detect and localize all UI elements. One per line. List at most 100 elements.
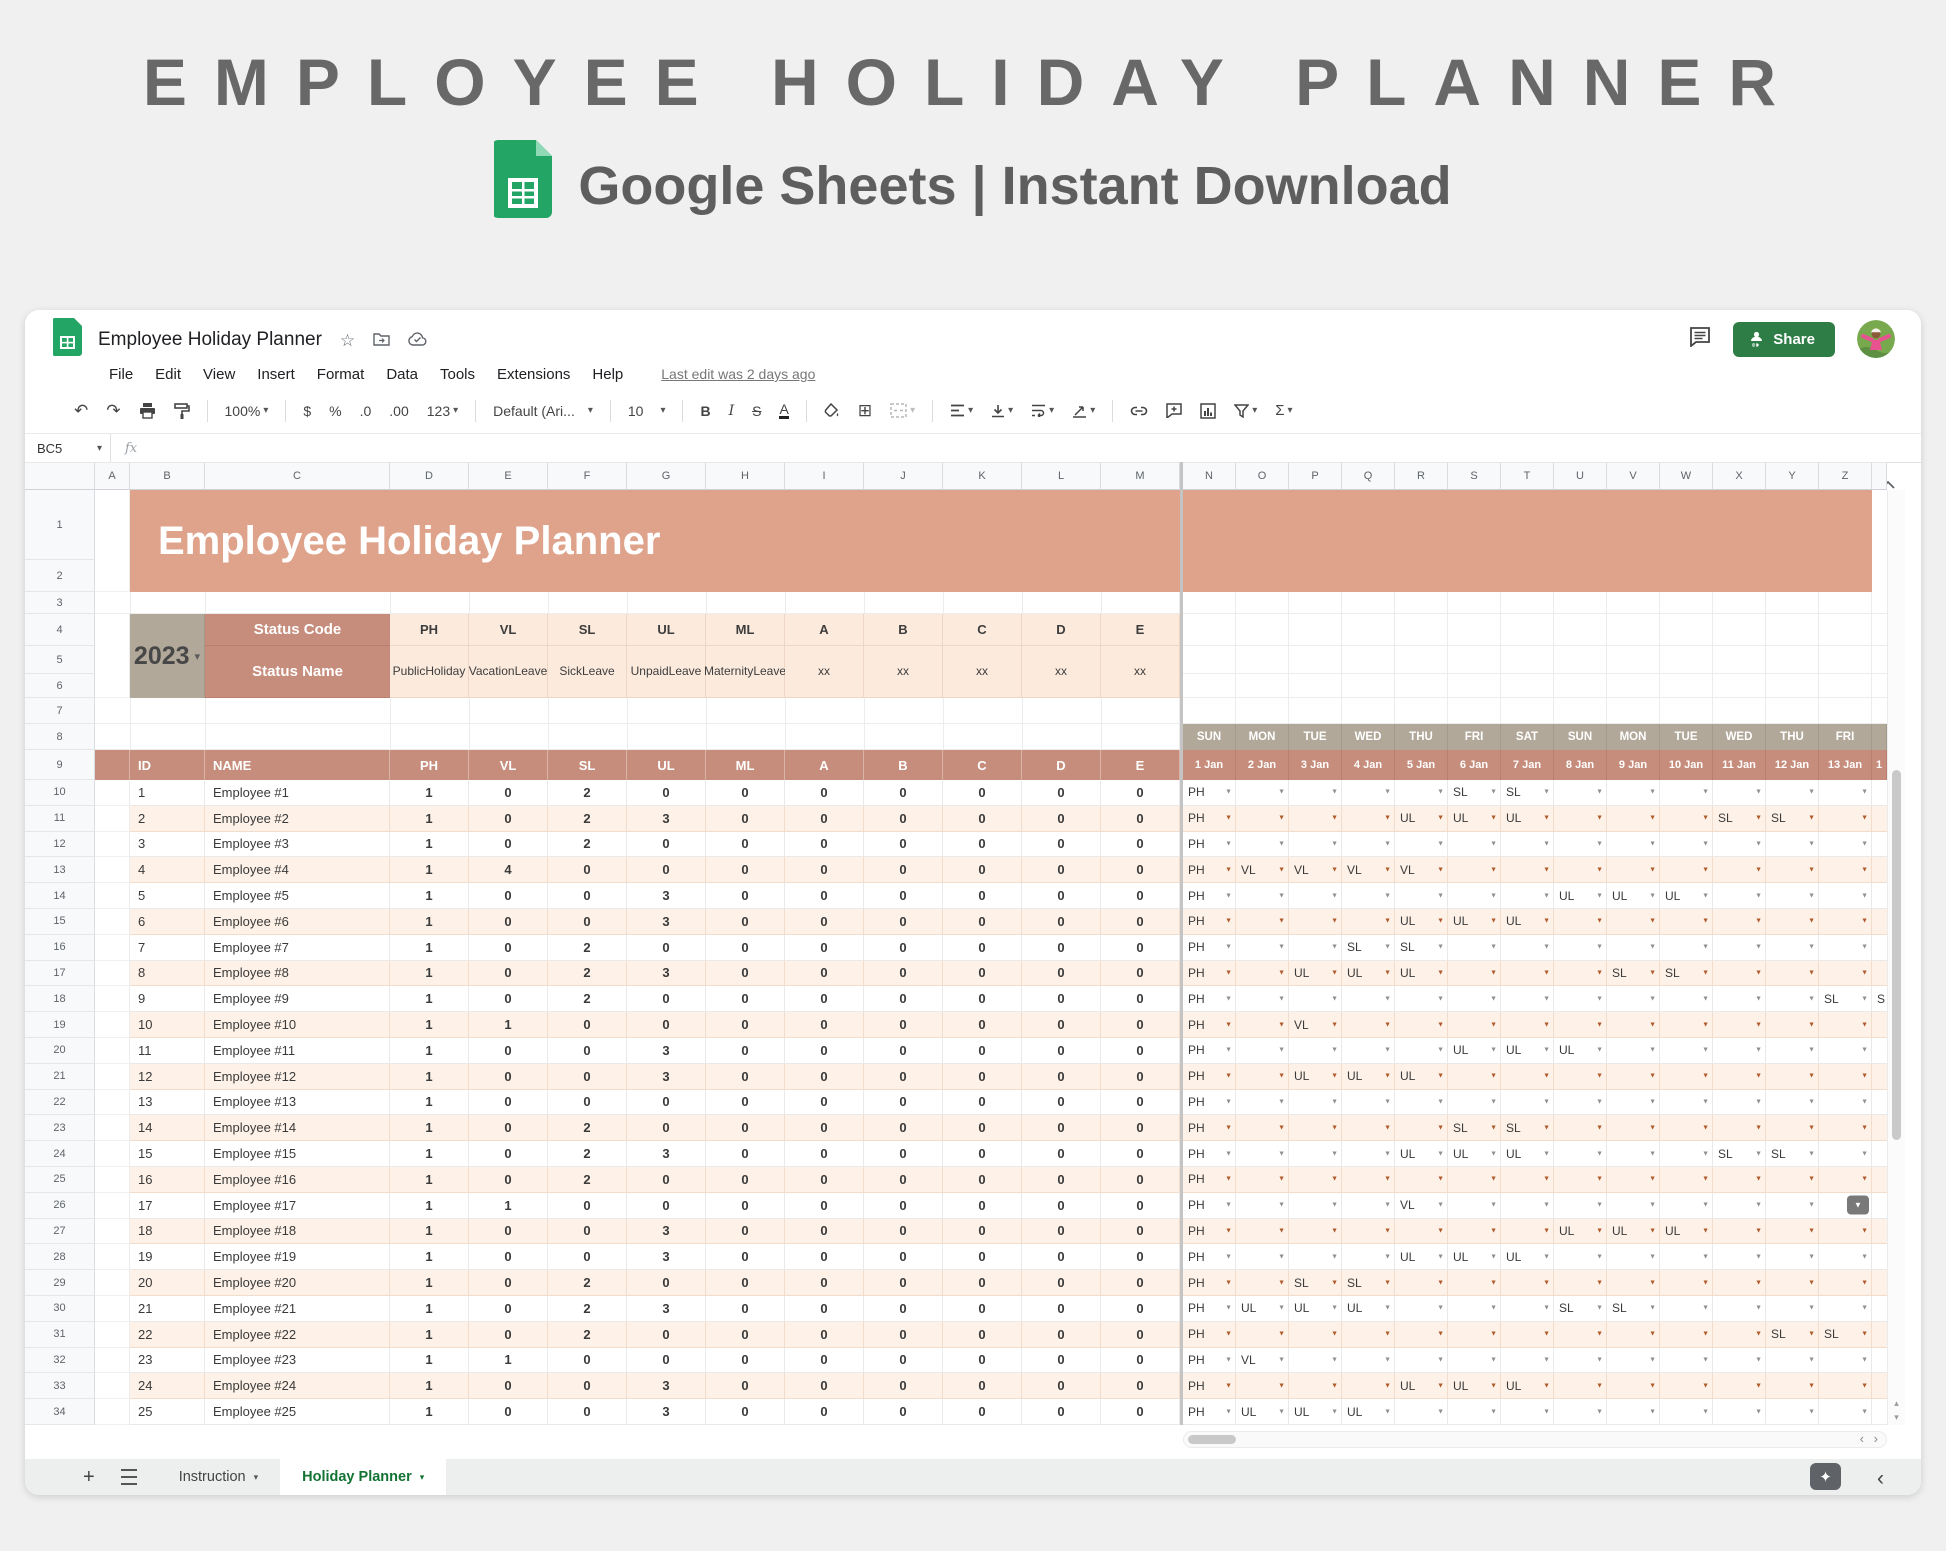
calendar-cell[interactable]: UL ▼ — [1395, 805, 1448, 832]
calendar-cell[interactable]: ▼ — [1713, 1037, 1766, 1064]
leave-count-cell[interactable]: 0 — [1101, 831, 1180, 858]
dropdown-arrow-icon[interactable]: ▼ — [1225, 1382, 1232, 1390]
calendar-cell[interactable]: ▼ — [1236, 986, 1289, 1013]
status-code-cell[interactable]: VL — [469, 614, 548, 646]
calendar-cell[interactable]: ▼ — [1819, 831, 1872, 858]
calendar-cell[interactable]: ▼ — [1713, 1295, 1766, 1322]
calendar-cell[interactable]: ▼ — [1289, 1218, 1342, 1245]
calendar-cell[interactable]: ▼ — [1342, 883, 1395, 909]
row-header-16[interactable]: 16 — [25, 934, 95, 961]
filter-icon[interactable]: ▾ — [1234, 403, 1257, 418]
dropdown-arrow-icon[interactable]: ▼ — [1384, 969, 1391, 977]
italic-button[interactable]: I — [728, 402, 735, 419]
dropdown-arrow-icon[interactable]: ▼ — [1437, 1098, 1444, 1106]
calendar-cell[interactable]: UL ▼ — [1395, 1063, 1448, 1090]
calendar-cell[interactable]: ▼ — [1236, 1063, 1289, 1090]
leave-count-cell[interactable]: 0 — [943, 1166, 1022, 1193]
dropdown-arrow-icon[interactable]: ▼ — [1278, 1279, 1285, 1287]
column-header-A[interactable]: A — [95, 462, 130, 490]
leave-count-cell[interactable]: 1 — [390, 1141, 469, 1167]
leave-count-cell[interactable]: 0 — [1022, 1141, 1101, 1167]
leave-count-cell[interactable]: 2 — [548, 1166, 627, 1193]
leave-count-cell[interactable]: 1 — [390, 857, 469, 884]
calendar-cell[interactable]: ▼ — [1607, 1141, 1660, 1167]
calendar-cell[interactable]: ▼ — [1607, 1037, 1660, 1064]
employee-id-cell[interactable]: 19 — [130, 1244, 205, 1271]
leave-count-cell[interactable]: 0 — [943, 1399, 1022, 1425]
calendar-cell[interactable]: UL ▼ — [1395, 960, 1448, 987]
calendar-cell[interactable]: ▼ — [1342, 1244, 1395, 1271]
dropdown-arrow-icon[interactable]: ▼ — [1808, 1408, 1815, 1416]
calendar-cell[interactable]: UL ▼ — [1448, 1037, 1501, 1064]
calendar-cell[interactable]: SL ▼ — [1501, 1115, 1554, 1142]
dropdown-arrow-icon[interactable]: ▼ — [1543, 1021, 1550, 1029]
leave-count-cell[interactable]: 0 — [469, 1115, 548, 1142]
employee-name-cell[interactable]: Employee #13 — [205, 1089, 390, 1116]
calendar-cell-clipped[interactable] — [1872, 1244, 1887, 1271]
font-size-select[interactable]: 10 ▾ — [627, 402, 666, 419]
dropdown-arrow-icon[interactable]: ▼ — [1278, 1175, 1285, 1183]
dropdown-arrow-icon[interactable]: ▼ — [1225, 1072, 1232, 1080]
calendar-cell[interactable]: ▼ — [1766, 986, 1819, 1013]
leave-count-cell[interactable]: 0 — [1101, 1295, 1180, 1322]
leave-count-cell[interactable]: 1 — [390, 805, 469, 832]
calendar-cell[interactable]: ▼ — [1501, 960, 1554, 987]
calendar-cell[interactable]: PH ▼ — [1183, 960, 1236, 987]
leave-count-cell[interactable]: 0 — [864, 1270, 943, 1296]
leave-count-cell[interactable]: 0 — [1022, 831, 1101, 858]
dropdown-arrow-icon[interactable]: ▼ — [1649, 1124, 1656, 1132]
calendar-cell[interactable]: ▼ — [1766, 1063, 1819, 1090]
dropdown-arrow-icon[interactable]: ▼ — [1384, 1382, 1391, 1390]
dropdown-arrow-icon[interactable]: ▼ — [1490, 1382, 1497, 1390]
calendar-cell[interactable]: ▼ — [1501, 1063, 1554, 1090]
dropdown-arrow-icon[interactable]: ▼ — [1384, 943, 1391, 951]
employee-id-cell[interactable]: 8 — [130, 960, 205, 987]
calendar-cell[interactable]: ▼ — [1819, 1399, 1872, 1425]
dropdown-arrow-icon[interactable]: ▼ — [1861, 1046, 1868, 1054]
dropdown-arrow-icon[interactable]: ▼ — [1384, 1072, 1391, 1080]
leave-count-cell[interactable]: 1 — [390, 1399, 469, 1425]
leave-count-cell[interactable]: 0 — [785, 1244, 864, 1271]
dropdown-arrow-icon[interactable]: ▼ — [1808, 788, 1815, 796]
calendar-cell-clipped[interactable] — [1872, 1012, 1887, 1038]
leave-count-cell[interactable]: 0 — [864, 831, 943, 858]
column-header-L[interactable]: L — [1022, 462, 1101, 490]
leave-count-cell[interactable]: 3 — [627, 1063, 706, 1090]
leave-count-cell[interactable]: 0 — [706, 883, 785, 909]
calendar-cell[interactable]: PH ▼ — [1183, 1270, 1236, 1296]
calendar-cell[interactable]: ▼ — [1713, 1012, 1766, 1038]
column-header-I[interactable]: I — [785, 462, 864, 490]
calendar-cell[interactable]: ▼ — [1660, 1399, 1713, 1425]
leave-count-cell[interactable]: 0 — [864, 805, 943, 832]
calendar-cell[interactable]: ▼ — [1554, 831, 1607, 858]
dropdown-arrow-icon[interactable]: ▼ — [1861, 1072, 1868, 1080]
dropdown-arrow-icon[interactable]: ▼ — [1543, 1201, 1550, 1209]
fill-color-icon[interactable] — [824, 402, 840, 419]
dropdown-arrow-icon[interactable]: ▼ — [1702, 1124, 1709, 1132]
calendar-cell[interactable]: ▼ — [1236, 1244, 1289, 1271]
column-header-R[interactable]: R — [1395, 462, 1448, 490]
column-header-O[interactable]: O — [1236, 462, 1289, 490]
dropdown-arrow-icon[interactable]: ▼ — [1808, 1382, 1815, 1390]
leave-count-cell[interactable]: 0 — [627, 934, 706, 961]
employee-id-cell[interactable]: 25 — [130, 1399, 205, 1425]
calendar-cell[interactable]: UL ▼ — [1342, 1399, 1395, 1425]
leave-count-cell[interactable]: 0 — [627, 857, 706, 884]
calendar-cell-clipped[interactable] — [1872, 1270, 1887, 1296]
column-header-Z[interactable]: Z — [1819, 462, 1872, 490]
calendar-cell[interactable]: ▼ — [1713, 857, 1766, 884]
column-header-H[interactable]: H — [706, 462, 785, 490]
leave-count-cell[interactable]: 1 — [390, 883, 469, 909]
leave-count-cell[interactable]: 0 — [943, 1012, 1022, 1038]
calendar-cell[interactable]: ▼ — [1819, 1166, 1872, 1193]
dropdown-arrow-icon[interactable]: ▼ — [1278, 1201, 1285, 1209]
dropdown-arrow-icon[interactable]: ▼ — [1331, 866, 1338, 874]
dropdown-arrow-icon[interactable]: ▼ — [1437, 1201, 1444, 1209]
leave-count-cell[interactable]: 0 — [1101, 1037, 1180, 1064]
dropdown-arrow-icon[interactable]: ▼ — [1331, 1046, 1338, 1054]
leave-count-cell[interactable]: 3 — [627, 1399, 706, 1425]
calendar-cell[interactable]: ▼ — [1713, 960, 1766, 987]
calendar-cell[interactable]: ▼ — [1501, 1192, 1554, 1219]
row-header-5[interactable]: 5 — [25, 646, 95, 674]
dropdown-arrow-icon[interactable]: ▼ — [1808, 1150, 1815, 1158]
